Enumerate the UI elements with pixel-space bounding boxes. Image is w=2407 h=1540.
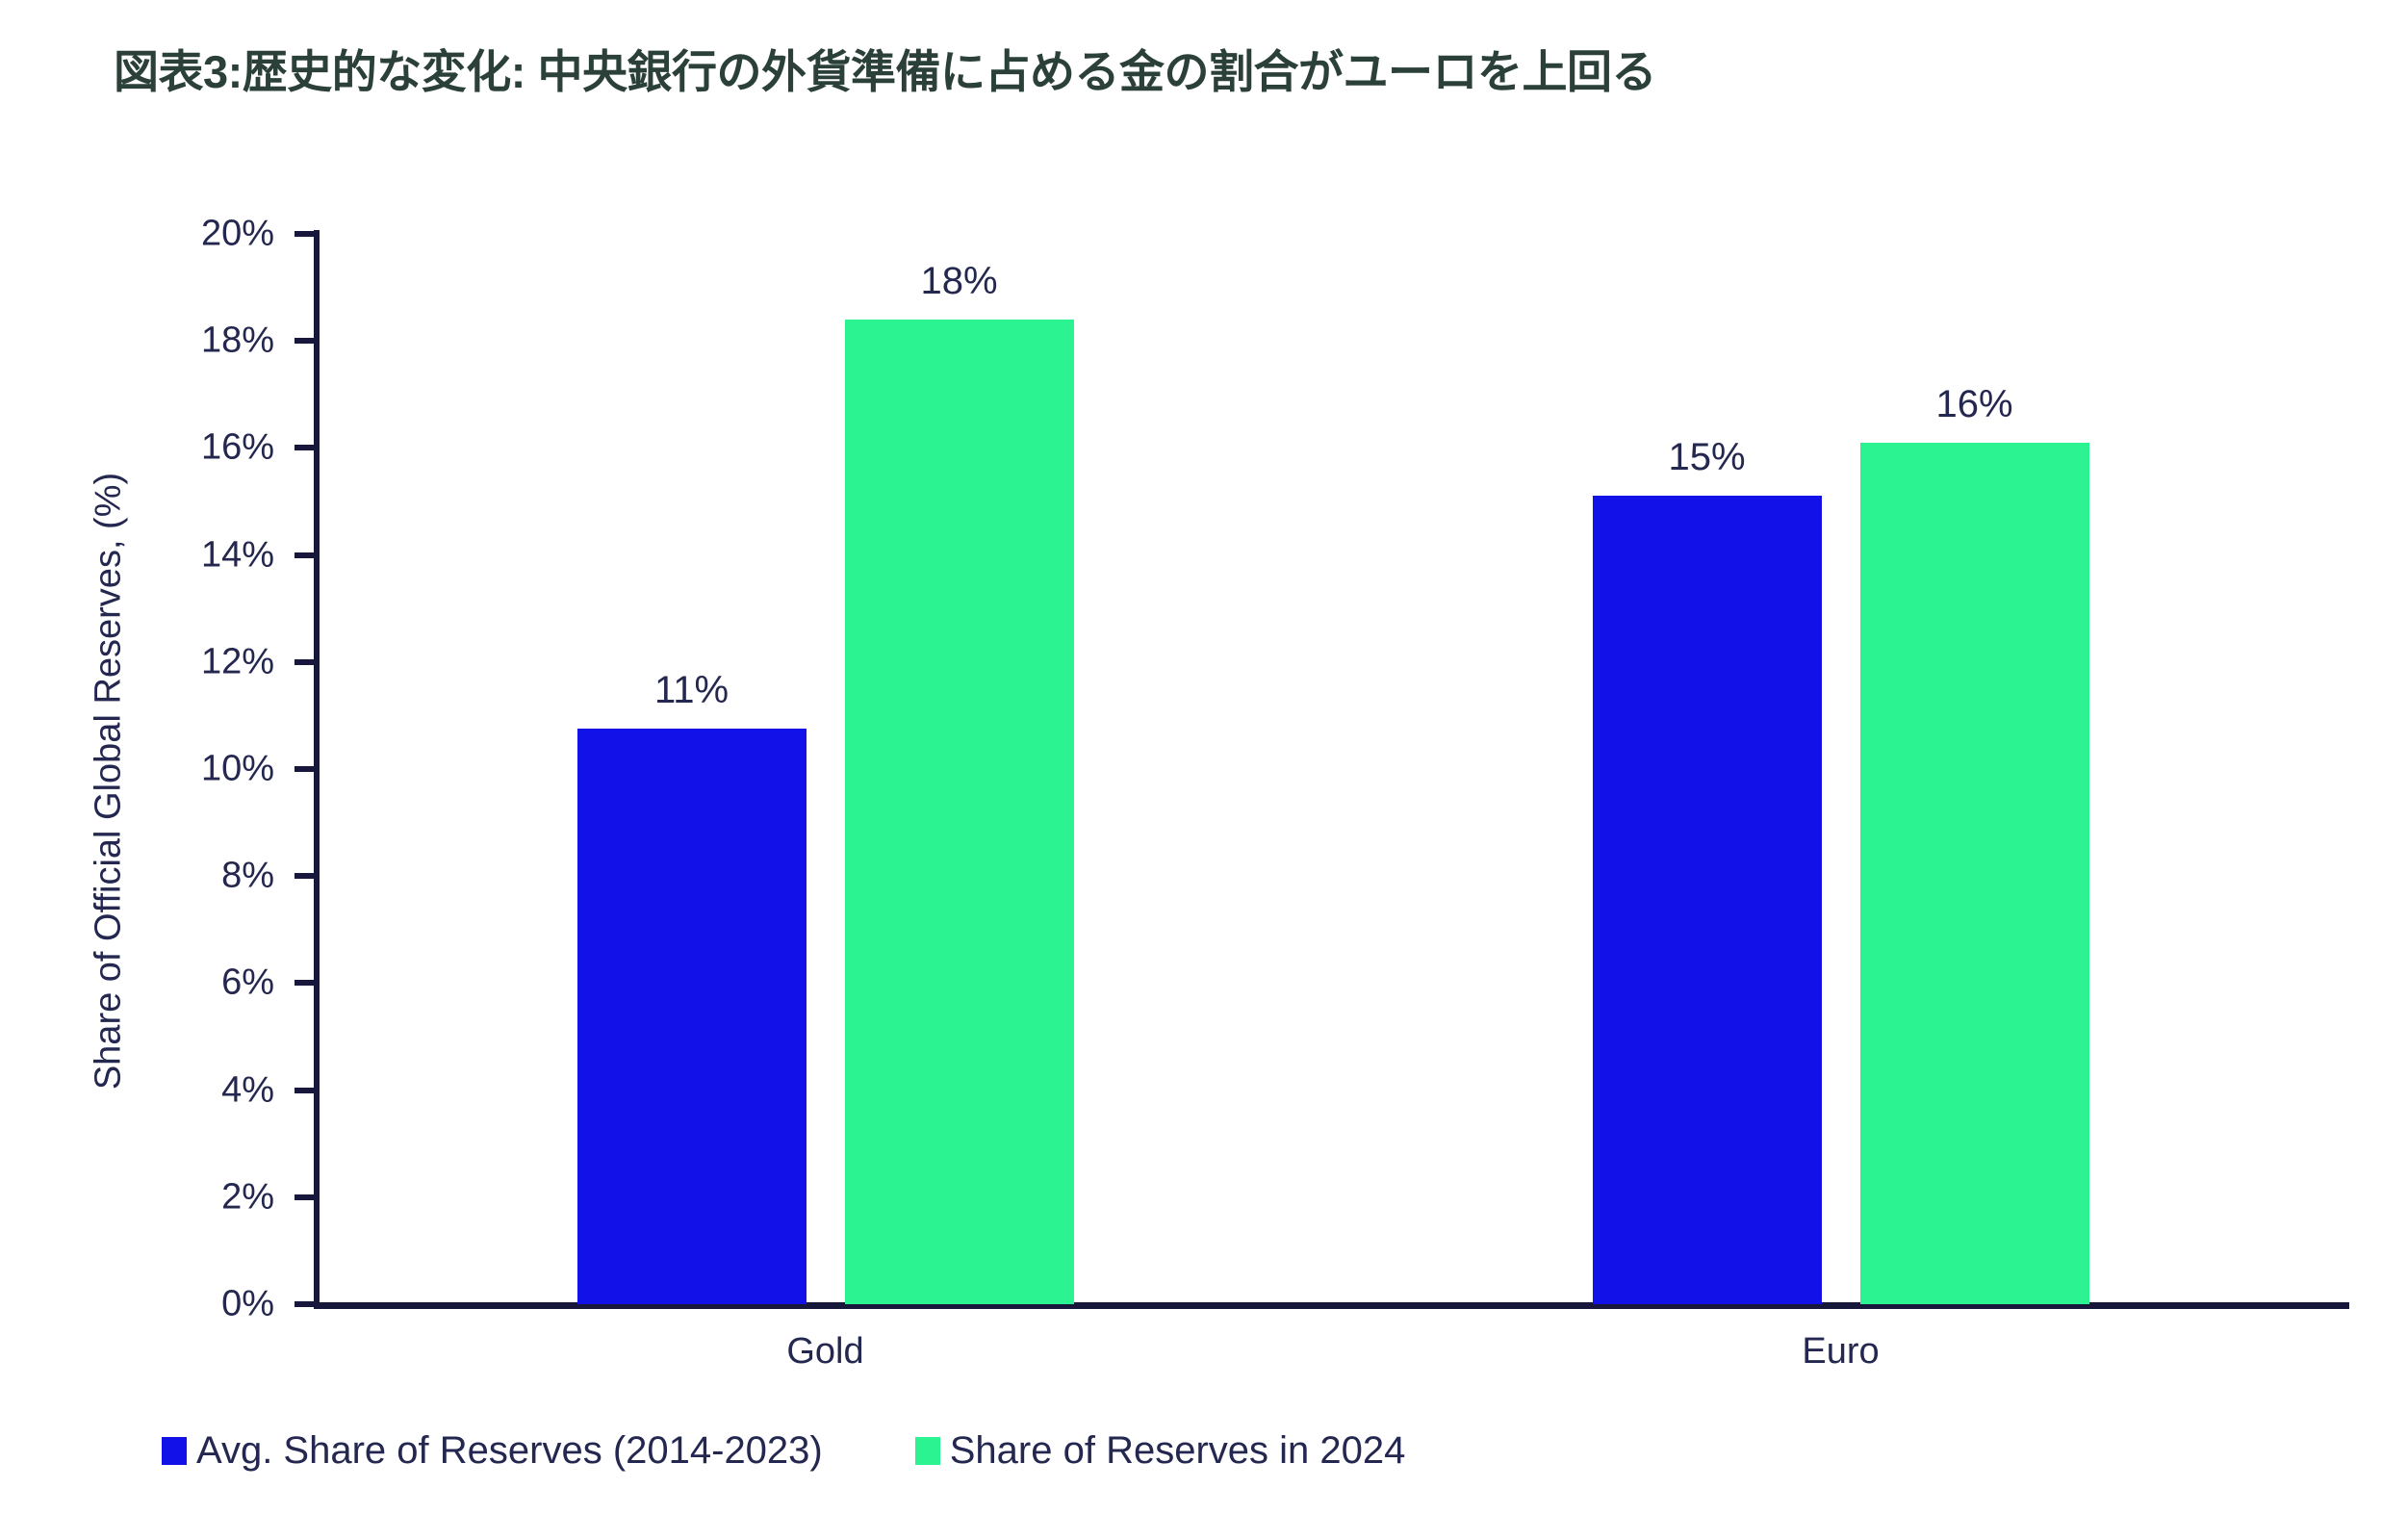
y-axis-tick-label: 0% (221, 1283, 274, 1324)
bar-gold-series1[interactable] (576, 729, 807, 1304)
legend-swatch-icon (914, 1437, 940, 1465)
legend-item-1[interactable]: Avg. Share of Reserves (2014-2023) (162, 1429, 823, 1473)
page-title: 図表3:歴史的な変化: 中央銀行の外貨準備に占める金の割合がユーロを上回る (114, 46, 1657, 97)
y-axis-tick-label: 14% (200, 534, 274, 576)
y-axis-tick (294, 445, 316, 451)
bar-gold-series2[interactable] (844, 319, 1074, 1304)
legend-label: Share of Reserves in 2024 (949, 1429, 1406, 1472)
bar-value-label: 16% (1935, 382, 2013, 425)
y-axis-tick (294, 1301, 316, 1307)
y-axis-tick (294, 873, 316, 880)
y-axis-tick-label: 2% (221, 1176, 274, 1218)
bar-euro-series1[interactable] (1592, 496, 1822, 1304)
legend-label: Avg. Share of Reserves (2014-2023) (196, 1429, 823, 1472)
bar-value-label: 18% (920, 259, 998, 302)
bar-euro-series2[interactable] (1859, 442, 2089, 1304)
y-axis-tick (294, 658, 316, 665)
bar-value-label: 15% (1668, 436, 1746, 479)
y-axis-tick (294, 980, 316, 987)
y-axis-tick-label: 10% (200, 748, 274, 789)
y-axis-tick-label: 12% (200, 641, 274, 682)
y-axis-tick (294, 1087, 316, 1093)
y-axis-tick-label: 8% (221, 855, 274, 896)
y-axis-tick (294, 338, 316, 345)
y-axis-tick (294, 552, 316, 558)
y-axis-tick (294, 766, 316, 772)
y-axis-tick-label: 20% (200, 213, 274, 254)
x-axis-line (314, 1302, 2349, 1309)
x-axis-category-label: Euro (1802, 1331, 1880, 1372)
bar-value-label: 11% (653, 669, 730, 712)
y-axis-tick (294, 231, 316, 237)
y-axis-line (314, 230, 320, 1308)
y-axis-tick-label: 6% (221, 962, 274, 1003)
legend-swatch-icon (162, 1437, 187, 1465)
y-axis-tick (294, 1194, 316, 1200)
plot-area: 11% 18% 15% 16% (318, 234, 2348, 1304)
y-axis-title: Share of Official Global Reserves, (%) (88, 472, 129, 1091)
legend-item-2[interactable]: Share of Reserves in 2024 (914, 1429, 1406, 1473)
chart-legend: Avg. Share of Reserves (2014-2023) Share … (162, 1429, 1405, 1473)
x-axis-category-label: Gold (786, 1331, 864, 1372)
y-axis-tick-label: 16% (200, 426, 274, 468)
y-axis-tick-label: 18% (200, 320, 274, 361)
y-axis-tick-label: 4% (221, 1069, 274, 1111)
